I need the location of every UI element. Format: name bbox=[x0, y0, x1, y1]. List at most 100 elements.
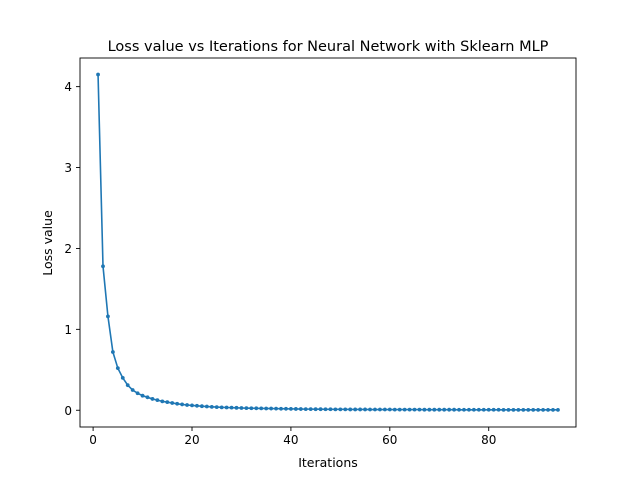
data-point bbox=[467, 407, 471, 412]
data-point bbox=[318, 407, 323, 412]
x-tick-label: 40 bbox=[283, 433, 298, 447]
data-point bbox=[185, 403, 189, 407]
data-point bbox=[516, 407, 521, 412]
chart-title: Loss value vs Iterations for Neural Netw… bbox=[108, 39, 549, 55]
data-point bbox=[442, 407, 447, 412]
data-point bbox=[323, 407, 328, 412]
data-point bbox=[239, 406, 244, 410]
data-point bbox=[471, 407, 476, 412]
data-point bbox=[289, 406, 293, 411]
y-tick-label: 4 bbox=[64, 80, 72, 94]
data-point bbox=[130, 388, 135, 392]
data-point bbox=[476, 407, 481, 412]
data-point bbox=[259, 406, 264, 411]
data-point bbox=[382, 407, 387, 412]
data-point bbox=[106, 314, 110, 319]
data-point bbox=[353, 407, 358, 412]
data-point bbox=[254, 406, 259, 411]
data-point bbox=[457, 407, 461, 412]
x-tick-label: 80 bbox=[481, 433, 496, 447]
data-point bbox=[506, 407, 511, 412]
x-axis-label: Iterations bbox=[298, 455, 358, 470]
data-point bbox=[521, 407, 526, 412]
data-point bbox=[155, 398, 160, 403]
data-point bbox=[378, 407, 382, 412]
data-point bbox=[397, 407, 402, 412]
data-point bbox=[387, 407, 392, 412]
data-point bbox=[447, 407, 452, 412]
y-tick-label: 2 bbox=[64, 242, 72, 256]
data-point bbox=[496, 407, 501, 412]
y-tick-label: 3 bbox=[64, 161, 72, 175]
data-point bbox=[343, 407, 348, 412]
data-point bbox=[313, 407, 318, 412]
data-point bbox=[363, 407, 367, 412]
data-point bbox=[452, 407, 456, 412]
data-point bbox=[417, 407, 422, 412]
data-point bbox=[551, 407, 555, 412]
data-point bbox=[110, 350, 115, 354]
data-point bbox=[244, 406, 249, 411]
x-tick-label: 60 bbox=[382, 433, 397, 447]
data-point bbox=[308, 407, 313, 412]
data-point bbox=[180, 402, 185, 407]
data-point bbox=[204, 404, 209, 409]
data-point bbox=[249, 406, 254, 411]
data-point bbox=[175, 401, 180, 406]
data-point bbox=[526, 407, 531, 412]
data-point bbox=[165, 400, 170, 405]
data-point bbox=[392, 407, 397, 412]
data-point bbox=[348, 407, 353, 412]
data-point bbox=[214, 405, 219, 409]
data-point bbox=[536, 407, 541, 412]
data-point bbox=[274, 406, 278, 411]
data-point bbox=[511, 407, 516, 412]
data-point bbox=[373, 407, 377, 412]
data-point bbox=[224, 405, 229, 410]
data-point bbox=[120, 375, 125, 380]
data-point bbox=[264, 406, 269, 411]
data-point bbox=[556, 407, 560, 412]
data-point bbox=[422, 407, 427, 412]
plot-area: 0 20 40 60 80 0 1 2 3 4 bbox=[64, 57, 577, 447]
data-point bbox=[303, 407, 308, 412]
data-point bbox=[200, 404, 204, 409]
data-point bbox=[412, 407, 417, 412]
data-point bbox=[531, 407, 536, 412]
data-point bbox=[541, 407, 546, 412]
data-point bbox=[462, 407, 466, 412]
data-point bbox=[269, 406, 274, 411]
y-axis-label: Loss value bbox=[40, 210, 55, 276]
data-point bbox=[234, 405, 239, 410]
axes-frame bbox=[79, 57, 577, 428]
data-point bbox=[229, 405, 234, 410]
data-point bbox=[140, 393, 145, 398]
series-line bbox=[97, 74, 558, 411]
data-point bbox=[333, 407, 338, 412]
data-point bbox=[115, 366, 120, 371]
data-point bbox=[195, 403, 199, 408]
data-point bbox=[135, 391, 140, 396]
data-point bbox=[190, 403, 194, 408]
data-point bbox=[125, 383, 130, 388]
data-point bbox=[293, 407, 298, 411]
data-point bbox=[358, 407, 363, 412]
data-point bbox=[491, 407, 496, 412]
data-point bbox=[150, 397, 155, 401]
data-point bbox=[298, 407, 303, 411]
data-point bbox=[101, 264, 105, 269]
data-point bbox=[437, 407, 442, 412]
data-point bbox=[501, 407, 506, 412]
data-point bbox=[328, 407, 333, 412]
data-point bbox=[432, 407, 437, 412]
data-point bbox=[338, 407, 343, 412]
y-tick-label: 0 bbox=[64, 404, 72, 418]
data-point bbox=[284, 406, 288, 411]
data-point bbox=[170, 401, 175, 405]
data-point bbox=[486, 407, 491, 412]
data-point bbox=[145, 395, 150, 400]
data-point bbox=[546, 407, 550, 412]
data-point bbox=[407, 407, 412, 412]
data-point bbox=[209, 404, 214, 409]
